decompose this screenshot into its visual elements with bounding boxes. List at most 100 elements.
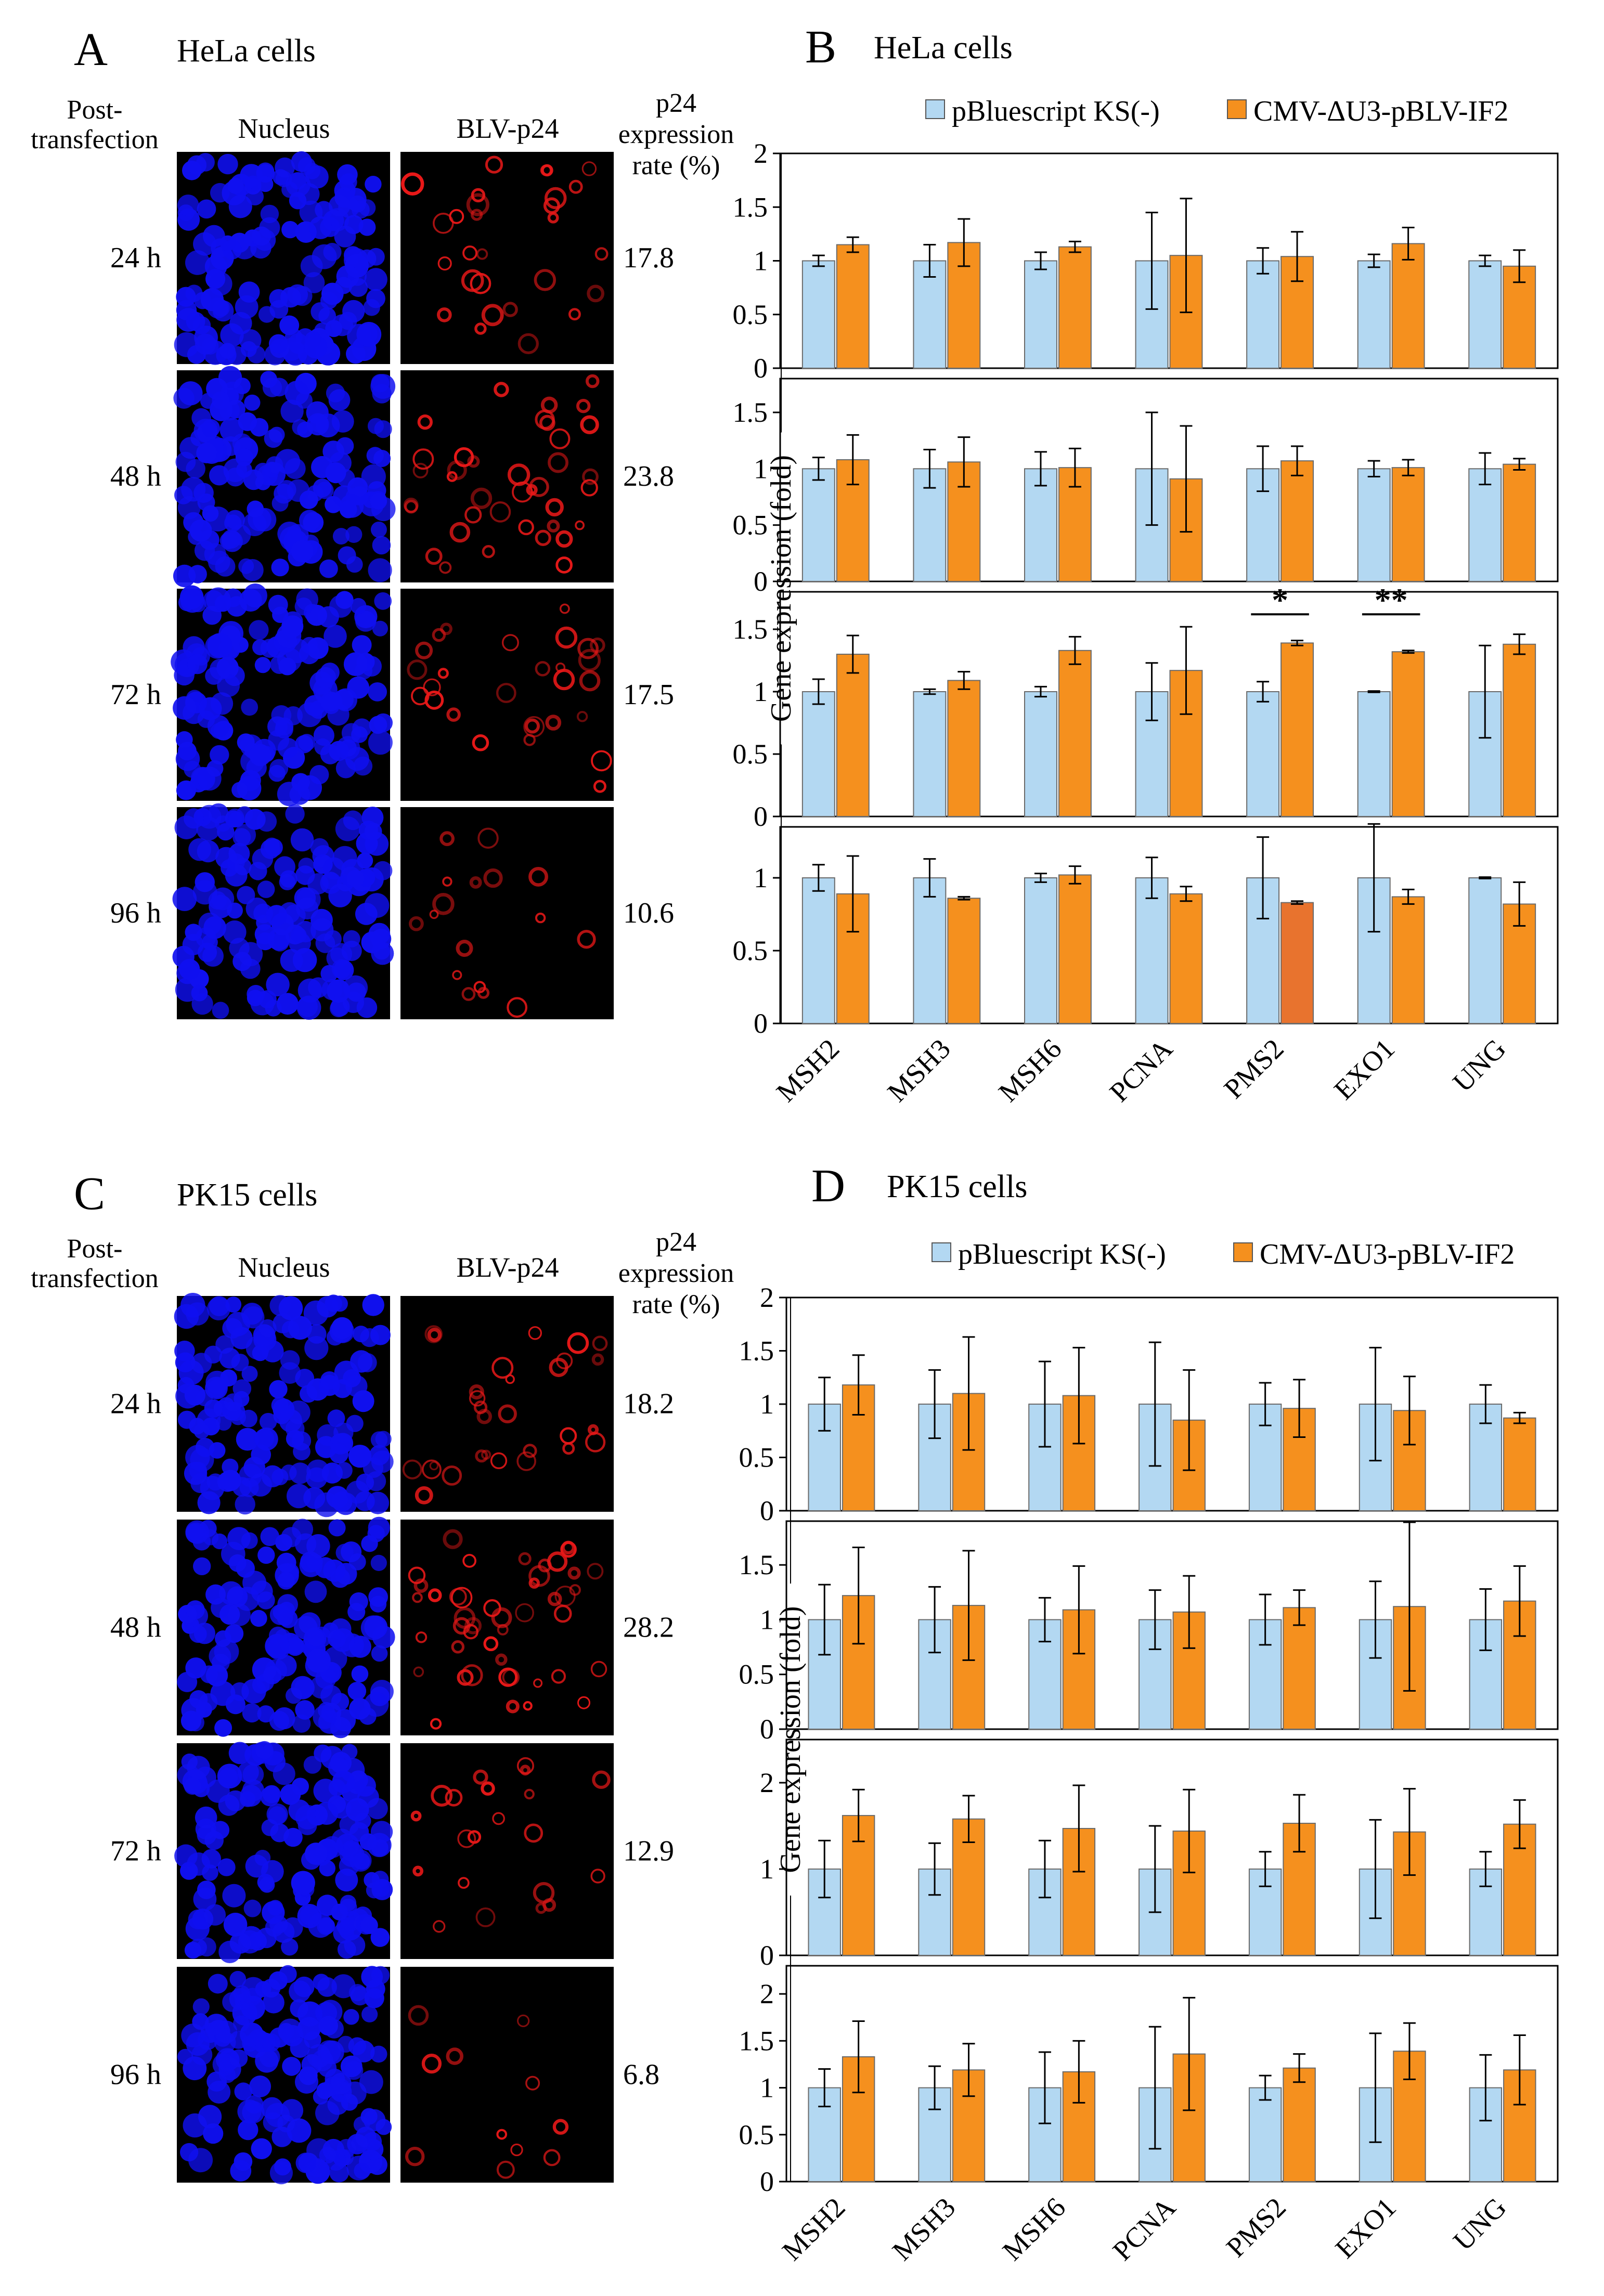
p24-positive-cell bbox=[510, 2143, 523, 2157]
nucleus-cell bbox=[361, 1535, 378, 1552]
nucleus-cell bbox=[295, 2152, 316, 2173]
x-tick-label: MSH6 bbox=[997, 2191, 1071, 2266]
p24-rate-value: 10.6 bbox=[623, 897, 674, 929]
nucleus-cell bbox=[242, 1779, 265, 1801]
nucleus-cell bbox=[335, 591, 354, 609]
nucleus-cell bbox=[175, 747, 200, 771]
p24-positive-cell bbox=[473, 1400, 488, 1415]
nucleus-cell bbox=[330, 943, 352, 965]
p24-positive-cell bbox=[424, 690, 444, 710]
nucleus-cell bbox=[329, 741, 349, 761]
p24-positive-cell bbox=[549, 1357, 568, 1377]
x-tick-label: PCNA bbox=[1104, 1033, 1179, 1108]
nucleus-cell bbox=[225, 1296, 242, 1313]
nucleus-cell bbox=[290, 1999, 308, 2018]
bar-control bbox=[1468, 468, 1502, 582]
nucleus-cell bbox=[258, 1319, 277, 1337]
nucleus-cell bbox=[205, 1377, 228, 1400]
nucleus-cell bbox=[376, 2119, 392, 2135]
p24-positive-cell bbox=[408, 2005, 429, 2026]
nucleus-cell bbox=[282, 2057, 301, 2076]
y-tick-label: 1 bbox=[760, 1853, 774, 1885]
p24-positive-cell bbox=[457, 1829, 476, 1848]
nucleus-cell bbox=[361, 1966, 383, 1988]
nucleus-cell bbox=[282, 1917, 303, 1938]
p24-positive-cell bbox=[432, 212, 454, 234]
subplot-frame bbox=[779, 591, 1559, 818]
nucleus-cell bbox=[357, 249, 377, 268]
nucleus-cell bbox=[269, 1711, 290, 1731]
nucleus-cell bbox=[309, 765, 329, 785]
significance-marker: ** bbox=[1375, 581, 1408, 618]
p24-positive-cell bbox=[543, 2149, 561, 2167]
nucleus-cell bbox=[205, 1664, 228, 1687]
bar-control bbox=[1024, 691, 1057, 817]
bar-treatment bbox=[1058, 650, 1092, 818]
nucleus-cell bbox=[371, 374, 390, 393]
p24-positive-cell bbox=[442, 1465, 462, 1486]
y-tick-label: 1.5 bbox=[739, 2025, 774, 2056]
nucleus-cell bbox=[312, 845, 334, 867]
nucleus-cell bbox=[204, 1399, 223, 1418]
nucleus-cell bbox=[365, 176, 382, 193]
nucleus-cell bbox=[243, 1457, 266, 1479]
bar-treatment bbox=[1391, 467, 1425, 582]
p24-positive-cell bbox=[469, 876, 482, 889]
p24-positive-cell bbox=[446, 471, 458, 482]
nucleus-cell bbox=[243, 1899, 262, 1917]
p24-positive-cell bbox=[516, 1757, 535, 1775]
p24-positive-cell bbox=[405, 2147, 425, 2167]
nucleus-cell bbox=[202, 945, 224, 967]
nucleus-cell bbox=[237, 733, 255, 751]
nucleus-cell bbox=[374, 420, 392, 438]
nucleus-cell bbox=[306, 485, 324, 502]
nucleus-micrograph bbox=[173, 366, 396, 588]
nucleus-cell bbox=[271, 559, 289, 577]
subplot-frame bbox=[785, 1296, 1559, 1512]
bar-control bbox=[913, 691, 947, 817]
bar-control bbox=[1248, 2087, 1282, 2182]
y-tick-label: 0.5 bbox=[739, 1659, 774, 1690]
p24-positive-cell bbox=[458, 1877, 470, 1889]
bar-control bbox=[1357, 691, 1391, 817]
nucleus-cell bbox=[176, 287, 196, 307]
y-tick-label: 0 bbox=[760, 2166, 774, 2197]
bar-treatment bbox=[1393, 2051, 1426, 2182]
p24-positive-cell bbox=[568, 308, 581, 321]
rate-header-rate: rate (%) bbox=[632, 151, 720, 180]
nucleus-cell bbox=[275, 717, 294, 736]
nucleus-cell bbox=[332, 1433, 354, 1454]
timepoint-label: 48 h bbox=[110, 460, 161, 492]
nucleus-cell bbox=[335, 758, 356, 779]
p24-positive-cell bbox=[577, 1696, 590, 1709]
p24-positive-cell bbox=[498, 1404, 517, 1423]
nucleus-cell bbox=[181, 1698, 206, 1723]
p24-positive-cell bbox=[587, 284, 604, 303]
column-header-blv-p24: BLV-p24 bbox=[456, 1252, 559, 1283]
x-tick-label: UNG bbox=[1447, 2191, 1512, 2256]
nucleus-cell bbox=[293, 1976, 315, 1997]
p24-positive-cell bbox=[579, 670, 601, 692]
nucleus-cell bbox=[266, 972, 290, 997]
nucleus-cell bbox=[289, 1462, 311, 1484]
row-header-post: Post- bbox=[67, 95, 123, 125]
p24-positive-cell bbox=[539, 414, 555, 431]
nucleus-micrograph bbox=[174, 1741, 393, 1963]
nucleus-cell bbox=[339, 312, 357, 330]
nucleus-micrograph bbox=[174, 1293, 394, 1517]
nucleus-cell bbox=[228, 1603, 251, 1626]
p24-positive-cell bbox=[555, 556, 573, 574]
nucleus-cell bbox=[321, 1462, 343, 1484]
nucleus-cell bbox=[281, 1938, 299, 1956]
nucleus-cell bbox=[332, 1770, 355, 1794]
nucleus-cell bbox=[189, 1938, 207, 1956]
nucleus-cell bbox=[279, 874, 295, 890]
p24-positive-cell bbox=[449, 522, 471, 543]
nucleus-cell bbox=[323, 1559, 346, 1582]
p24-positive-cell bbox=[481, 1449, 491, 1460]
p24-positive-cell bbox=[593, 780, 606, 793]
subplot: 0 0.5 1 1.5 bbox=[739, 1520, 1559, 1745]
bar-control bbox=[801, 877, 835, 1024]
subplot-frame bbox=[785, 1739, 1559, 1956]
nucleus-cell bbox=[193, 1423, 210, 1439]
